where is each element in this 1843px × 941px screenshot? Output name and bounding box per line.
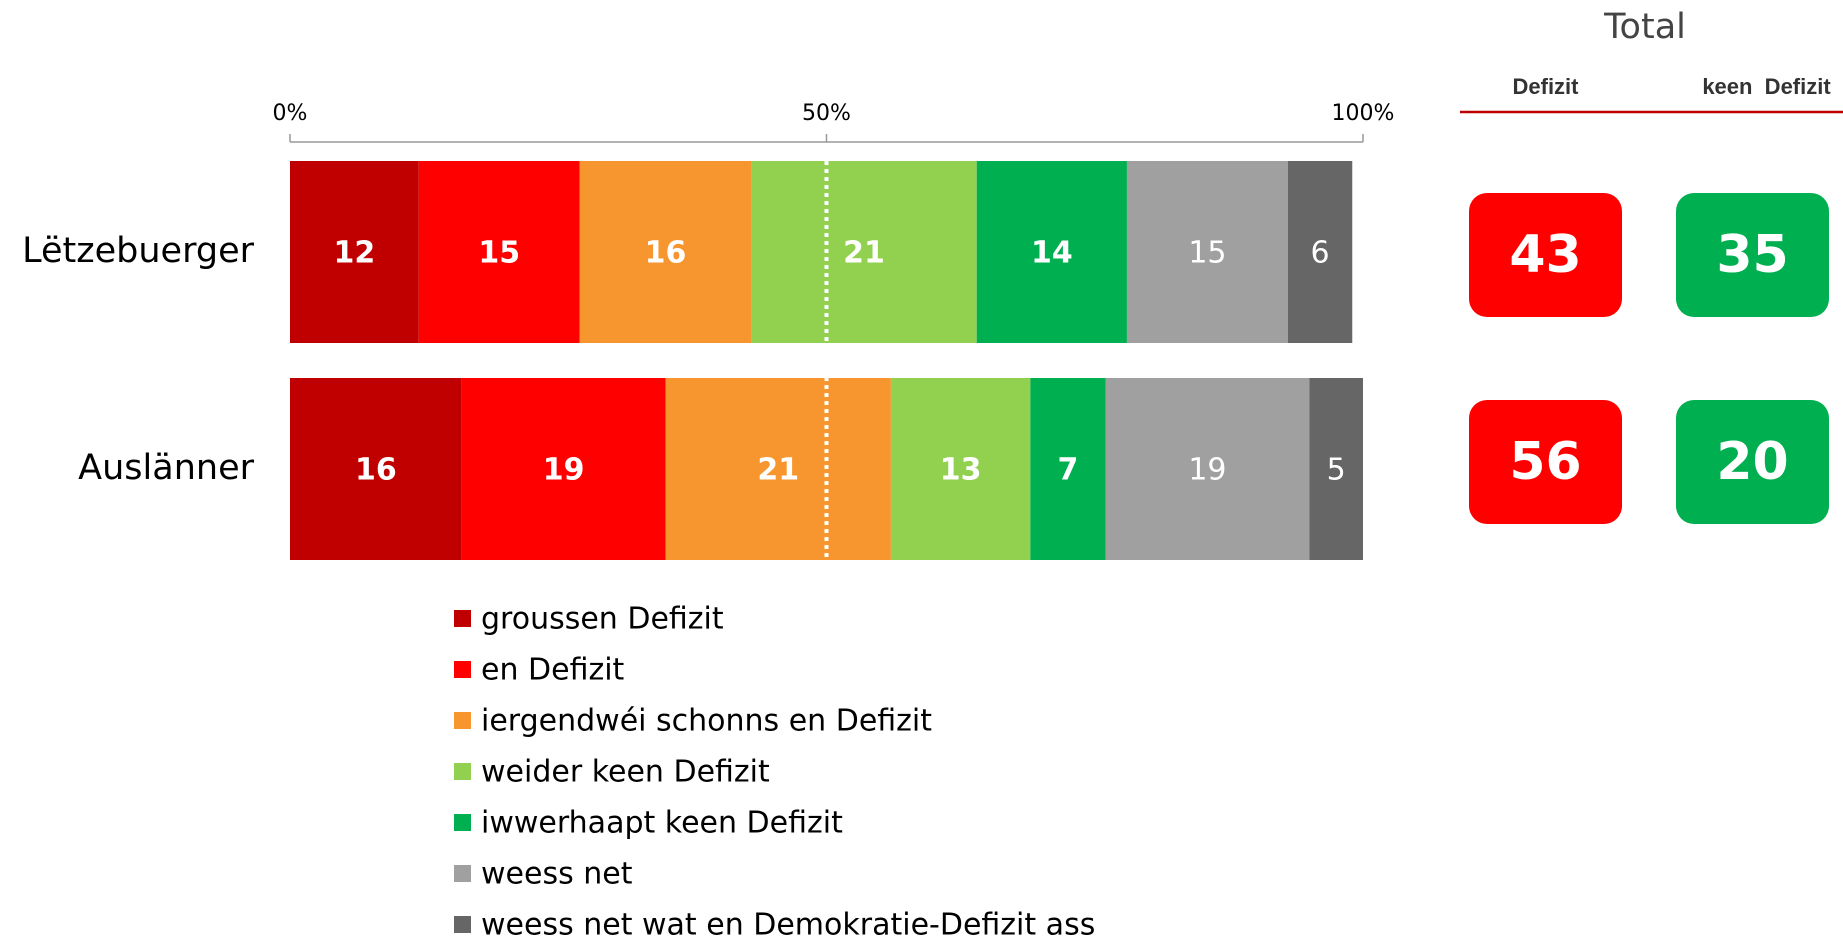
total-box xyxy=(1676,193,1829,317)
total-value: 43 xyxy=(1509,225,1581,285)
legend-label: en Defizit xyxy=(481,653,625,688)
bar-segment xyxy=(1287,161,1353,343)
x-tick-label: 0% xyxy=(273,101,308,126)
bar-segment xyxy=(418,161,580,343)
bar-segment xyxy=(290,378,462,560)
total-box xyxy=(1676,400,1829,524)
legend-label: weess net wat en Demokratie-Defizit ass xyxy=(481,908,1095,941)
legend-swatch xyxy=(454,661,471,678)
data-label: 21 xyxy=(757,453,799,488)
bar-segment xyxy=(1030,378,1106,560)
category-label: Lëtzebuerger xyxy=(22,231,255,271)
bar-segment xyxy=(751,161,977,343)
x-tick-label: 100% xyxy=(1332,101,1395,126)
legend-label: weider keen Defizit xyxy=(481,755,770,790)
legend-swatch xyxy=(454,712,471,729)
data-label: 6 xyxy=(1311,236,1330,271)
total-box xyxy=(1469,400,1622,524)
totals-column-header: keen Defizit xyxy=(1702,74,1831,99)
legend-label: weess net xyxy=(481,857,633,892)
data-label: 5 xyxy=(1327,453,1346,488)
data-label: 14 xyxy=(1031,236,1073,271)
bar-segment xyxy=(1126,161,1288,343)
bar-segment xyxy=(1309,378,1363,560)
legend-swatch xyxy=(454,865,471,882)
totals-title: Total xyxy=(1603,7,1686,47)
legend-label: iergendwéi schonns en Defizit xyxy=(481,704,932,739)
legend-swatch xyxy=(454,610,471,627)
data-label: 12 xyxy=(334,236,376,271)
legend-label: iwwerhaapt keen Defizit xyxy=(481,806,843,841)
legend-swatch xyxy=(454,916,471,933)
bar-segment xyxy=(1105,378,1310,560)
legend-swatch xyxy=(454,763,471,780)
total-value: 20 xyxy=(1716,432,1788,492)
total-value: 35 xyxy=(1716,225,1788,285)
total-box xyxy=(1469,193,1622,317)
legend-swatch xyxy=(454,814,471,831)
data-label: 7 xyxy=(1057,453,1078,488)
x-tick-label: 50% xyxy=(802,101,851,126)
data-label: 16 xyxy=(645,236,687,271)
bar-segment xyxy=(579,161,752,343)
bar-segment xyxy=(290,161,419,343)
totals-column-header: Defizit xyxy=(1513,74,1580,99)
data-label: 19 xyxy=(1188,453,1226,488)
bar-segment xyxy=(976,161,1127,343)
bar-segment xyxy=(461,378,666,560)
data-label: 21 xyxy=(843,236,885,271)
legend-label: groussen Defizit xyxy=(481,602,724,637)
data-label: 15 xyxy=(1188,236,1226,271)
bar-segment xyxy=(665,378,891,560)
data-label: 13 xyxy=(940,453,982,488)
data-label: 16 xyxy=(355,453,397,488)
data-label: 15 xyxy=(478,236,520,271)
data-label: 19 xyxy=(543,453,585,488)
bar-segment xyxy=(890,378,1031,560)
total-value: 56 xyxy=(1509,432,1581,492)
category-label: Auslänner xyxy=(78,448,254,488)
